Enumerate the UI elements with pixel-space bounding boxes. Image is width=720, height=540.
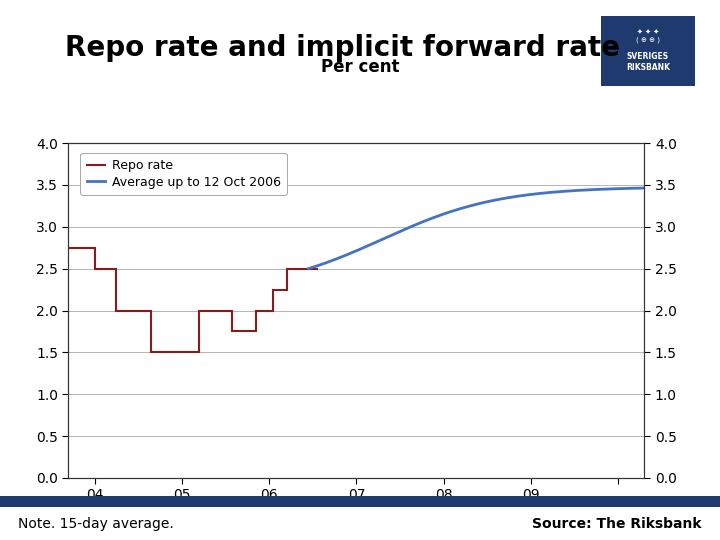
Text: ✦ ✦ ✦
( ⊕ ⊕ ): ✦ ✦ ✦ ( ⊕ ⊕ ) (636, 29, 660, 43)
Text: Source: The Riksbank: Source: The Riksbank (533, 517, 702, 531)
Text: Note. 15-day average.: Note. 15-day average. (18, 517, 174, 531)
Text: Per cent: Per cent (320, 58, 400, 76)
Text: SVERIGES
RIKSBANK: SVERIGES RIKSBANK (626, 52, 670, 72)
Text: Repo rate and implicit forward rate: Repo rate and implicit forward rate (65, 34, 620, 62)
Legend: Repo rate, Average up to 12 Oct 2006: Repo rate, Average up to 12 Oct 2006 (81, 153, 287, 195)
